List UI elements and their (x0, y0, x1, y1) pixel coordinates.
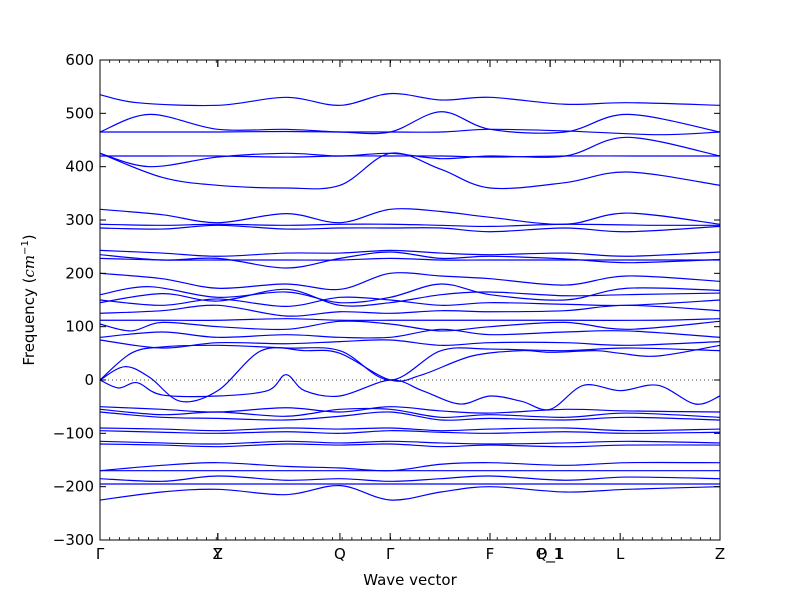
band-line-11 (99, 251, 721, 269)
band-line-1 (99, 92, 721, 107)
x-tick-label: Γ (386, 545, 395, 563)
band-line-15 (99, 288, 721, 307)
band-line-3 (100, 128, 721, 136)
y-tick-label: 200 (65, 264, 94, 282)
x-tick-label: Γ (96, 545, 105, 563)
band-line-27 (99, 411, 721, 421)
band-line-6 (99, 152, 721, 190)
y-axis-label-text: Frequency ( (20, 278, 38, 366)
band-line-36 (99, 484, 721, 501)
x-tick-label: Y (212, 545, 223, 563)
band-line-7 (99, 208, 721, 225)
y-axis-label-unit: cm (20, 255, 38, 278)
x-tick-labels: Γ YZ Q Γ F P_1Q_1 L Z (96, 545, 725, 564)
y-tick-label: 300 (65, 211, 94, 229)
band-line-12 (99, 257, 720, 261)
x-tick-label: Q (334, 545, 346, 563)
band-line-21 (99, 339, 721, 349)
band-line-18 (100, 318, 721, 321)
band-line-16 (99, 296, 721, 308)
y-tick-label: 100 (65, 318, 94, 336)
band-line-30 (99, 440, 721, 445)
band-line-19 (99, 320, 721, 332)
band-line-14 (99, 283, 721, 304)
plot-frame (99, 59, 721, 541)
band-line-20 (99, 328, 721, 339)
y-tick-label: −100 (53, 424, 94, 442)
band-line-22 (99, 344, 721, 381)
band-line-8 (99, 223, 721, 228)
band-line-26 (99, 407, 721, 419)
y-axis-label-exponent: −1 (20, 240, 31, 255)
y-tick-label: 0 (84, 371, 94, 389)
x-tick-label: Z (213, 545, 223, 563)
x-tick-label: Z (715, 545, 725, 563)
y-axis-label: Frequency (cm−1) (20, 234, 38, 365)
band-line-31 (99, 443, 721, 448)
y-tick-label: 600 (65, 51, 94, 69)
band-line-13 (99, 272, 721, 291)
x-tick-label: L (616, 545, 625, 563)
band-line-5 (99, 155, 720, 158)
x-tick-label: P_1 (537, 545, 563, 564)
x-tick-label: F (486, 545, 495, 563)
band-line-29 (99, 430, 721, 434)
y-tick-label: −300 (53, 531, 94, 549)
y-tick-label: −200 (53, 478, 94, 496)
x-tick-label: Q_1 (536, 545, 565, 564)
band-line-24 (99, 374, 721, 411)
band-line-28 (99, 427, 721, 432)
y-tick-label: 400 (65, 158, 94, 176)
band-line-17 (99, 304, 721, 317)
y-axis-label-close: ) (20, 234, 38, 240)
band-line-10 (99, 249, 721, 257)
y-tick-labels: −300 −200 −100 0 100 200 300 400 500 600 (53, 51, 94, 549)
x-axis-label: Wave vector (363, 571, 457, 589)
band-line-34 (99, 475, 721, 482)
bands-group (99, 92, 721, 501)
y-tick-label: 500 (65, 104, 94, 122)
band-line-9 (99, 224, 721, 233)
